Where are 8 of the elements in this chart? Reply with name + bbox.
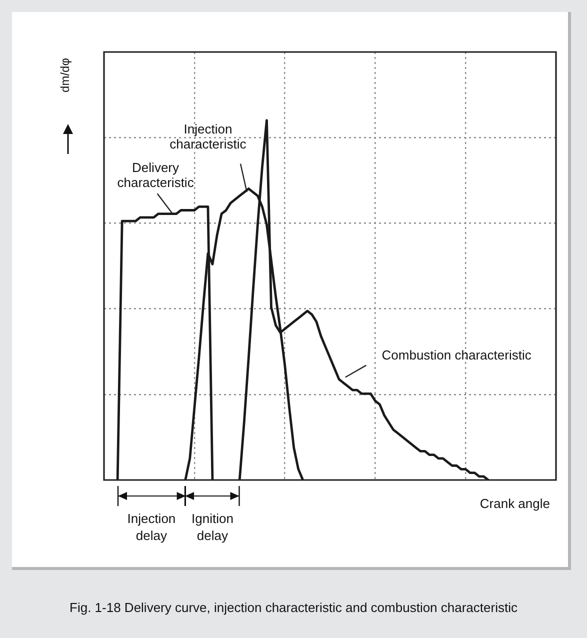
text: Ignition delay: [192, 511, 234, 543]
text: Combustion characteristic: [382, 347, 532, 362]
text: Injection characteristic: [170, 122, 247, 152]
y-axis-title: dm/dφ: [58, 58, 73, 94]
text: Injection delay: [126, 510, 177, 544]
caption: Fig. 1-18 Delivery curve, injection characteristic and combustion characteristic: [68, 600, 518, 615]
x-axis-title: Crank angle: [478, 496, 550, 511]
series-label: Delivery characteristic: [117, 160, 194, 190]
